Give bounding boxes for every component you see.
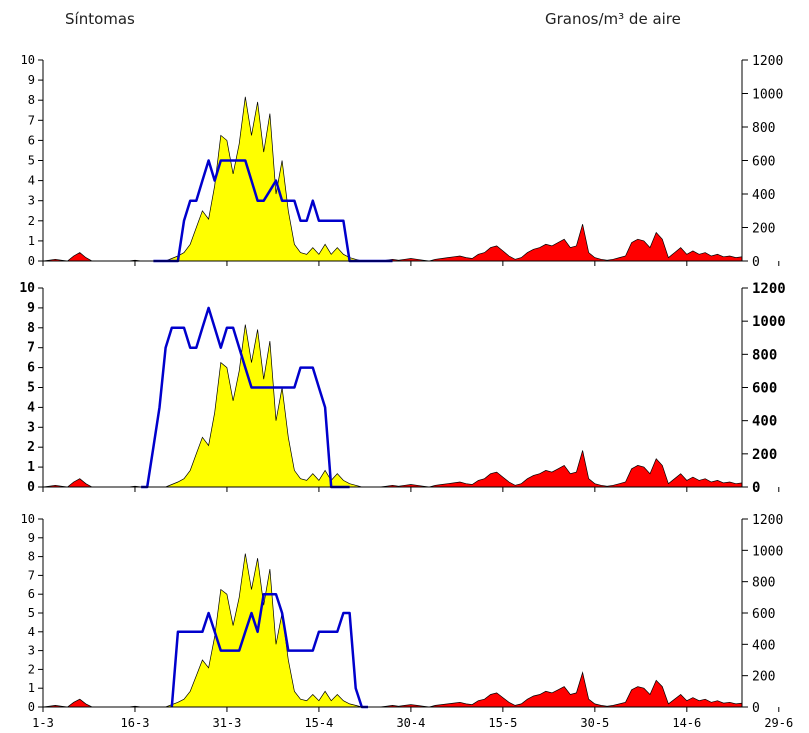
panel-3-left-tick-label: 5 (28, 606, 35, 620)
panel-2-right-tick-label: 400 (752, 414, 777, 430)
right-axis-title: Granos/m³ de aire (545, 10, 681, 28)
panel-2-left-tick-label: 0 (27, 480, 35, 495)
panel-1-right-tick-label: 200 (752, 222, 775, 237)
panel-3-left-tick-label: 9 (28, 531, 35, 545)
panel-2-left-tick-label: 3 (27, 420, 35, 435)
panel-3-symptoms-line (170, 592, 368, 709)
panel-1-left-tick-label: 0 (28, 254, 35, 268)
panel-1-pollen-area-2 (42, 224, 743, 262)
x-tick-label: 14-6 (672, 716, 701, 730)
panel-2-right-tick-label: 200 (752, 447, 777, 463)
panel-3-right-tick-label: 200 (752, 670, 775, 685)
panel-2-pollen-area-1 (165, 324, 362, 488)
panel-2-right-tick-label: 800 (752, 347, 777, 363)
panel-1-right-tick-label: 400 (752, 188, 775, 203)
panel-2-left-tick-label: 1 (27, 460, 35, 475)
x-tick-label: 29-6 (764, 716, 793, 730)
x-tick-label: 15-5 (488, 716, 517, 730)
panel-1-right-tick-label: 600 (752, 155, 775, 170)
panel-2-left-tick-label: 6 (27, 361, 35, 376)
panel-3-left-tick-label: 2 (28, 662, 35, 676)
panel-3-left-tick-label: 7 (28, 568, 35, 582)
panel-1-left-tick-label: 7 (28, 113, 35, 127)
panel-3-right-tick-label: 1200 (752, 513, 783, 528)
panel-1-left-tick-label: 6 (28, 133, 35, 147)
panel-3-left-tick-label: 1 (28, 681, 35, 695)
panel-2-symptoms-line (141, 306, 350, 489)
panel-1-left-tick-label: 5 (28, 154, 35, 168)
panel-1-pollen-area-1 (165, 96, 362, 262)
panel-3-left-tick-label: 6 (28, 587, 35, 601)
panel-2-left-tick-label: 9 (27, 301, 35, 316)
panel-3-left-tick-label: 8 (28, 550, 35, 564)
panel-1-left-tick-label: 10 (21, 53, 35, 67)
panel-2-left-tick-label: 4 (27, 400, 35, 415)
x-tick-label: 1-3 (32, 716, 54, 730)
panel-3-left-tick-label: 0 (28, 700, 35, 714)
x-tick-label: 31-3 (212, 716, 241, 730)
x-tick-label: 16-3 (121, 716, 150, 730)
panel-1-symptoms-line (153, 159, 393, 263)
panel-1-left-tick-label: 8 (28, 93, 35, 107)
panel-1-left-tick-label: 2 (28, 214, 35, 228)
panel-2-right-tick-label: 0 (752, 480, 760, 496)
panel-2-left-tick-label: 7 (27, 341, 35, 356)
panel-3-left-tick-label: 3 (28, 644, 35, 658)
panel-1-left-tick-label: 1 (28, 234, 35, 248)
panel-2-right-tick-label: 1200 (752, 281, 786, 297)
panel-3-left-tick-label: 4 (28, 625, 35, 639)
panel-1-left-tick-label: 9 (28, 73, 35, 87)
panel-1-left-tick-label: 3 (28, 194, 35, 208)
panel-3-right-tick-label: 400 (752, 638, 775, 653)
panel-1-right-tick-label: 800 (752, 121, 775, 136)
panel-3-right-tick-label: 0 (752, 701, 760, 716)
left-axis-title: Síntomas (65, 10, 135, 28)
panel-3-right-tick-label: 600 (752, 607, 775, 622)
x-tick-label: 30-5 (580, 716, 609, 730)
panel-2-right-tick-label: 600 (752, 381, 777, 397)
panel-2-left-tick-label: 2 (27, 440, 35, 455)
panel-1-right-tick-label: 0 (752, 255, 760, 270)
panel-3-pollen-area-2 (42, 671, 743, 708)
panel-2-left-tick-label: 8 (27, 321, 35, 336)
panel-2-right-tick-label: 1000 (752, 314, 786, 330)
panel-3-right-tick-label: 1000 (752, 544, 783, 559)
panel-1-left-tick-label: 4 (28, 174, 35, 188)
panel-1-right-tick-label: 1000 (752, 88, 783, 103)
panel-3-left-tick-label: 10 (21, 512, 35, 526)
panel-1-right-tick-label: 1200 (752, 54, 783, 69)
panel-2-left-tick-label: 5 (27, 381, 35, 396)
panel-2-left-tick-label: 10 (19, 281, 35, 296)
panel-3-pollen-area-1 (165, 553, 362, 708)
panel-3-right-tick-label: 800 (752, 576, 775, 591)
x-tick-label: 30-4 (396, 716, 425, 730)
x-tick-label: 15-4 (304, 716, 333, 730)
